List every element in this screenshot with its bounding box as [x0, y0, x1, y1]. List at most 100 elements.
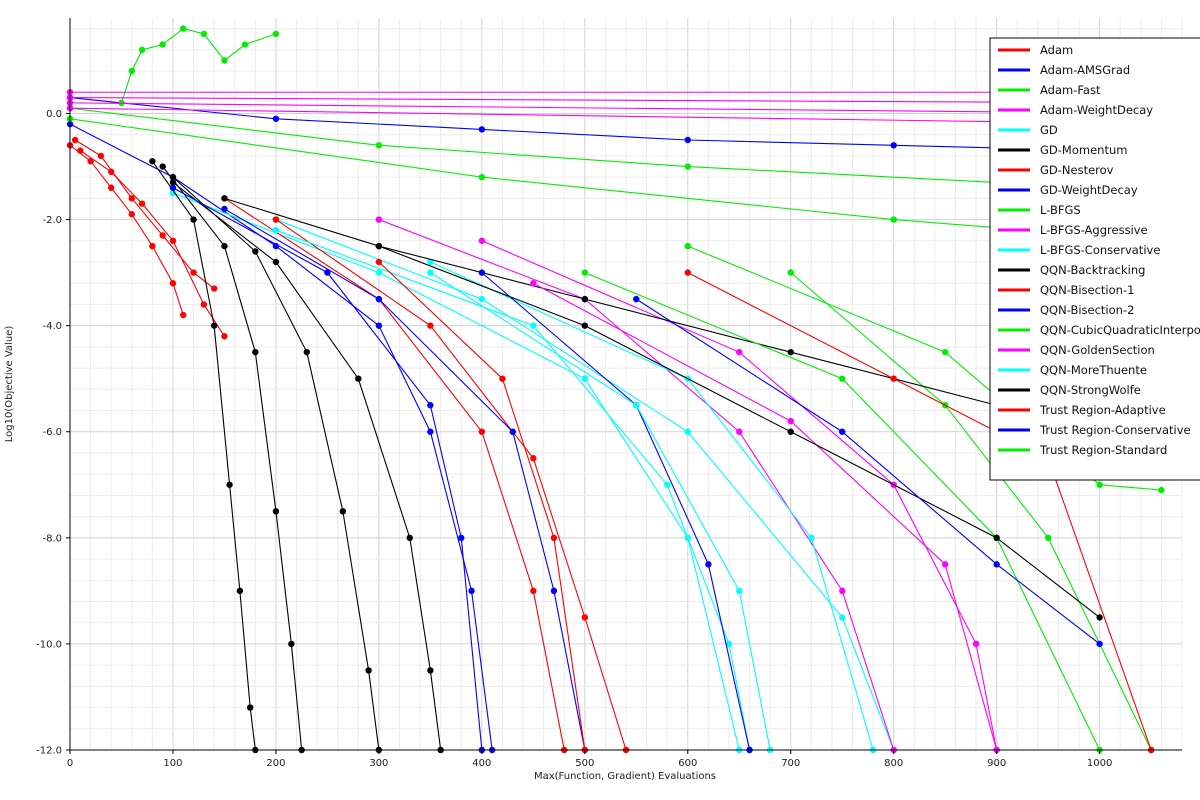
y-axis-title: Log10(Objective Value) [4, 326, 15, 443]
data-point [272, 508, 280, 515]
data-point [705, 561, 712, 568]
x-tick-label: 600 [678, 758, 697, 769]
series-gd-nesterov [221, 195, 630, 754]
data-point [1096, 640, 1103, 648]
data-point [226, 481, 233, 488]
legend-item: Adam [998, 43, 1073, 57]
data-point [87, 158, 94, 165]
legend-item: L-BFGS-Conservative [998, 243, 1160, 257]
data-point [941, 348, 949, 356]
legend-label: Adam-WeightDecay [1040, 103, 1153, 117]
legend: Adam Adam-AMSGrad Adam-Fast Adam-WeightDeca… [989, 37, 1200, 481]
data-point [169, 237, 177, 244]
data-point [427, 402, 434, 409]
data-point [107, 168, 115, 176]
series-line [172, 176, 380, 751]
data-point [97, 152, 105, 160]
legend-item: QQN-CubicQuadraticInterpolation [998, 323, 1200, 337]
data-point [138, 46, 146, 54]
series-qqn-strongwolfe [375, 242, 1103, 621]
legend-label: QQN-Backtracking [1040, 263, 1145, 277]
y-tick-label: -4.0 [42, 321, 62, 332]
data-point [684, 269, 691, 276]
data-point [221, 333, 228, 340]
series-line [79, 150, 225, 337]
data-point [375, 258, 383, 266]
data-point [458, 534, 465, 542]
data-point [1096, 614, 1103, 621]
data-point [499, 375, 506, 382]
legend-item: L-BFGS-Aggressive [998, 223, 1148, 237]
data-point [221, 205, 228, 213]
legend-label: GD-WeightDecay [1040, 183, 1138, 197]
data-point [159, 41, 166, 48]
data-point [71, 136, 79, 144]
data-point [221, 195, 228, 202]
x-tick-label: 800 [884, 758, 903, 769]
legend-item: QQN-StrongWolfe [998, 383, 1141, 397]
data-point [808, 534, 815, 542]
data-point [581, 614, 589, 621]
data-point [355, 375, 362, 382]
data-point [890, 142, 897, 149]
x-tick-label: 400 [472, 758, 491, 769]
x-axis-title: Max(Function, Gradient) Evaluations [534, 771, 716, 782]
legend-label: Trust Region-Adaptive [1039, 403, 1166, 417]
data-point [1096, 481, 1103, 488]
series-qqn-morethuente [427, 269, 774, 754]
data-point [550, 587, 558, 595]
data-point [375, 216, 383, 223]
data-point [375, 242, 383, 250]
legend-item: QQN-GoldenSection [998, 343, 1155, 357]
data-point [128, 211, 135, 218]
legend-item: QQN-Backtracking [998, 263, 1145, 277]
series-line [69, 97, 1162, 104]
data-point [478, 126, 486, 133]
series-line [69, 107, 1162, 125]
data-point [633, 402, 640, 409]
x-tick-label: 900 [987, 758, 1006, 769]
x-tick-label: 100 [163, 758, 182, 769]
data-point [375, 295, 383, 303]
series-line [69, 97, 1100, 152]
data-point [993, 534, 1000, 542]
data-point [478, 173, 486, 181]
data-point [725, 640, 733, 648]
data-point [272, 258, 280, 266]
legend-label: GD-Nesterov [1040, 163, 1114, 177]
data-point [478, 428, 486, 435]
data-point [365, 667, 372, 674]
data-point [581, 375, 589, 382]
data-point [221, 57, 228, 64]
legend-label: QQN-Bisection-2 [1040, 303, 1134, 317]
data-point [427, 258, 434, 266]
data-point [427, 269, 434, 276]
legend-label: QQN-CubicQuadraticInterpolation [1040, 323, 1200, 337]
data-point [427, 428, 434, 435]
legend-label: QQN-Bisection-1 [1040, 283, 1134, 297]
data-point [993, 561, 1000, 568]
x-tick-label: 700 [781, 758, 800, 769]
data-point [272, 216, 280, 223]
series-l-bfgs-conservative [272, 226, 877, 754]
data-point [288, 640, 295, 648]
data-point [890, 216, 897, 223]
legend-label: L-BFGS-Aggressive [1040, 223, 1148, 237]
data-point [530, 455, 537, 462]
data-point [941, 561, 949, 568]
legend-item: GD-Momentum [998, 143, 1127, 157]
legend-item: Trust Region-Standard [998, 443, 1167, 457]
legend-item: GD-Nesterov [998, 163, 1114, 177]
data-point [210, 322, 218, 329]
data-point [787, 417, 794, 425]
series-line [584, 272, 1101, 751]
data-point [839, 587, 846, 595]
data-point [128, 67, 135, 75]
data-point [221, 242, 228, 250]
series-line [172, 181, 442, 751]
legend-item: Adam-Fast [998, 83, 1101, 97]
legend-item: L-BFGS [998, 203, 1081, 217]
x-tick-label: 200 [266, 758, 285, 769]
series-line [172, 192, 740, 751]
series-gd [169, 189, 897, 754]
